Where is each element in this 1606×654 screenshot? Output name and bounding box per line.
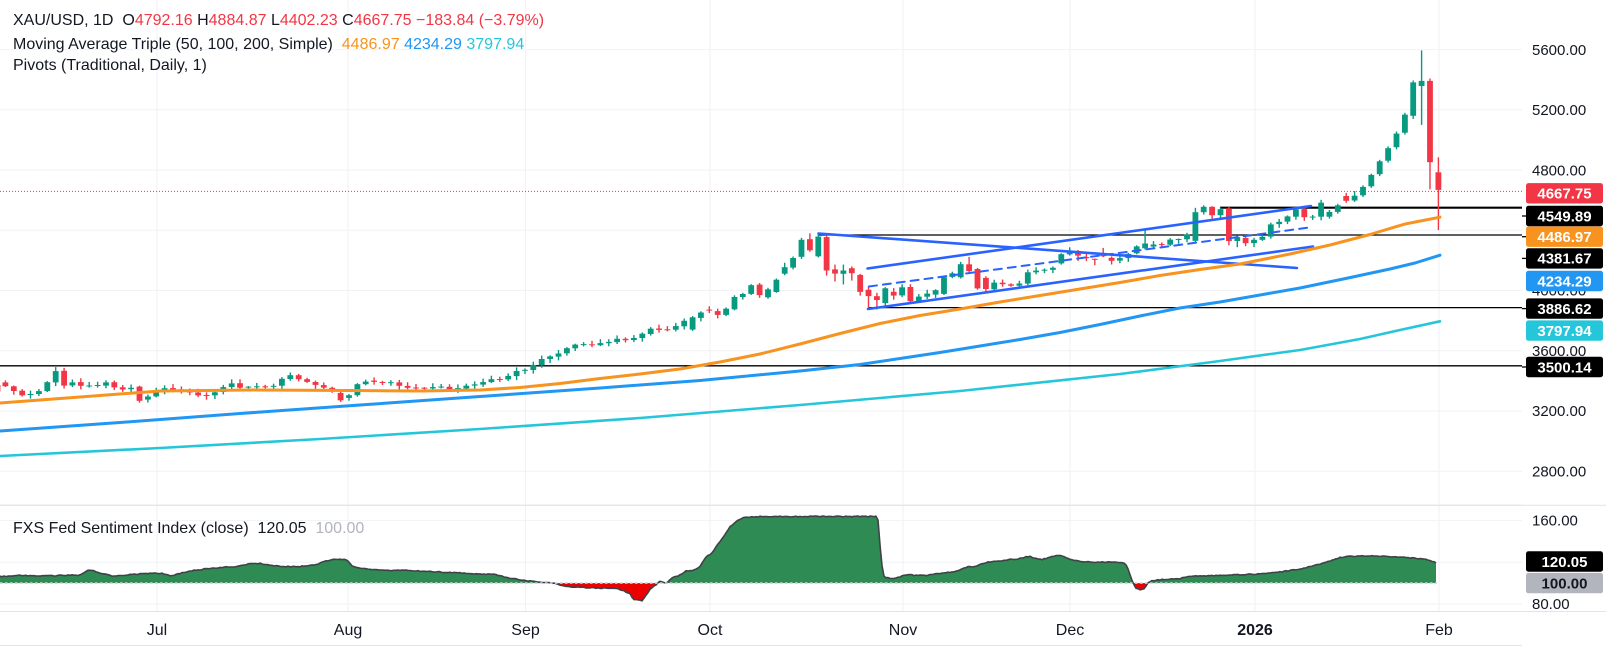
svg-text:80.00: 80.00 xyxy=(1532,596,1570,613)
svg-text:2026: 2026 xyxy=(1237,622,1273,639)
svg-text:Sep: Sep xyxy=(511,622,540,639)
svg-text:4381.67: 4381.67 xyxy=(1537,251,1591,268)
svg-text:Aug: Aug xyxy=(334,622,362,639)
svg-text:Oct: Oct xyxy=(698,622,723,639)
svg-text:3200.00: 3200.00 xyxy=(1532,403,1586,420)
svg-text:3886.62: 3886.62 xyxy=(1537,301,1591,318)
svg-text:160.00: 160.00 xyxy=(1532,513,1578,530)
svg-text:XAU/USD, 1D O4792.16 H4884.87: XAU/USD, 1D O4792.16 H4884.87 L4402.23 C… xyxy=(13,12,544,29)
svg-text:4800.00: 4800.00 xyxy=(1532,162,1586,179)
svg-text:5200.00: 5200.00 xyxy=(1532,102,1586,119)
svg-text:3797.94: 3797.94 xyxy=(1537,323,1592,340)
svg-text:4549.89: 4549.89 xyxy=(1537,208,1591,225)
svg-text:Jul: Jul xyxy=(147,622,167,639)
svg-text:4486.97: 4486.97 xyxy=(1537,229,1591,246)
svg-text:4234.29: 4234.29 xyxy=(1537,273,1591,290)
svg-text:Nov: Nov xyxy=(889,622,917,639)
svg-text:5600.00: 5600.00 xyxy=(1532,42,1586,59)
svg-text:Feb: Feb xyxy=(1425,622,1453,639)
svg-text:Pivots (Traditional, Daily, 1): Pivots (Traditional, Daily, 1) xyxy=(13,57,207,74)
svg-text:Dec: Dec xyxy=(1056,622,1084,639)
svg-text:Moving Average Triple (50, 100: Moving Average Triple (50, 100, 200, Sim… xyxy=(13,36,524,53)
svg-text:120.05: 120.05 xyxy=(1542,554,1588,571)
svg-text:100.00: 100.00 xyxy=(1542,575,1588,592)
svg-text:3500.14: 3500.14 xyxy=(1537,359,1592,376)
svg-text:4667.75: 4667.75 xyxy=(1537,186,1591,203)
svg-text:FXS Fed Sentiment Index (close: FXS Fed Sentiment Index (close) 120.05 1… xyxy=(13,520,364,537)
svg-text:2800.00: 2800.00 xyxy=(1532,463,1586,480)
